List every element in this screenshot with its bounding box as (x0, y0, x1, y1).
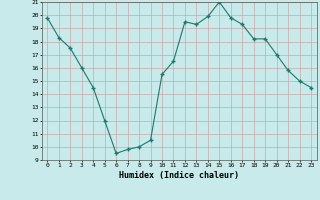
X-axis label: Humidex (Indice chaleur): Humidex (Indice chaleur) (119, 171, 239, 180)
